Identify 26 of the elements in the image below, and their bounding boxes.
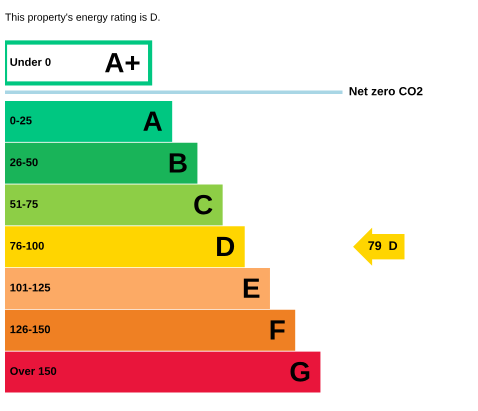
bar	[5, 226, 245, 268]
chart-title: This property's energy rating is D.	[5, 13, 160, 23]
y-tick-label: 101-125	[10, 284, 50, 292]
annotation: C	[194, 194, 212, 215]
bar	[5, 142, 198, 184]
bar	[5, 352, 320, 392]
y-tick-label: 76-100	[10, 242, 44, 250]
y-tick-label: Over 150	[10, 367, 56, 376]
y-tick-label: Under 0	[10, 58, 51, 66]
annotation: A+	[105, 53, 140, 72]
bar	[5, 184, 223, 226]
y-tick-label: 0-25	[10, 116, 32, 124]
annotation: D	[217, 236, 234, 256]
y-tick-label: 51-75	[10, 200, 38, 208]
annotation: B	[170, 153, 187, 172]
bar	[5, 268, 270, 309]
bar	[5, 100, 172, 142]
annotation: E	[244, 278, 260, 298]
annotation: G	[290, 362, 310, 382]
annotation: F	[270, 320, 285, 340]
bar	[5, 310, 296, 351]
ref-line-label: Net zero CO2	[350, 87, 422, 96]
annotation: A	[143, 112, 162, 131]
y-tick-label: 26-50	[10, 158, 38, 166]
y-tick-label: 126-150	[10, 325, 50, 334]
text: 79 D	[368, 241, 398, 250]
